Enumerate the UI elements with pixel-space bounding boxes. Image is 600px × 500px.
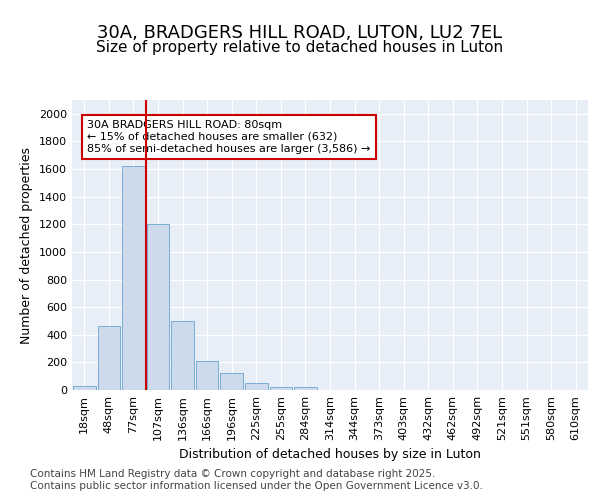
Bar [171, 321, 194, 390]
Bar [196, 361, 218, 390]
Bar [294, 387, 317, 390]
Bar [122, 166, 145, 390]
Text: Contains HM Land Registry data © Crown copyright and database right 2025.
Contai: Contains HM Land Registry data © Crown c… [30, 469, 483, 491]
Y-axis label: Number of detached properties: Number of detached properties [20, 146, 34, 344]
Text: 30A BRADGERS HILL ROAD: 80sqm
← 15% of detached houses are smaller (632)
85% of : 30A BRADGERS HILL ROAD: 80sqm ← 15% of d… [88, 120, 371, 154]
Text: Size of property relative to detached houses in Luton: Size of property relative to detached ho… [97, 40, 503, 55]
Bar [269, 386, 292, 390]
Bar [73, 386, 95, 390]
Bar [98, 326, 120, 390]
X-axis label: Distribution of detached houses by size in Luton: Distribution of detached houses by size … [179, 448, 481, 462]
Bar [245, 383, 268, 390]
Bar [146, 224, 169, 390]
Bar [220, 374, 243, 390]
Text: 30A, BRADGERS HILL ROAD, LUTON, LU2 7EL: 30A, BRADGERS HILL ROAD, LUTON, LU2 7EL [97, 24, 503, 42]
